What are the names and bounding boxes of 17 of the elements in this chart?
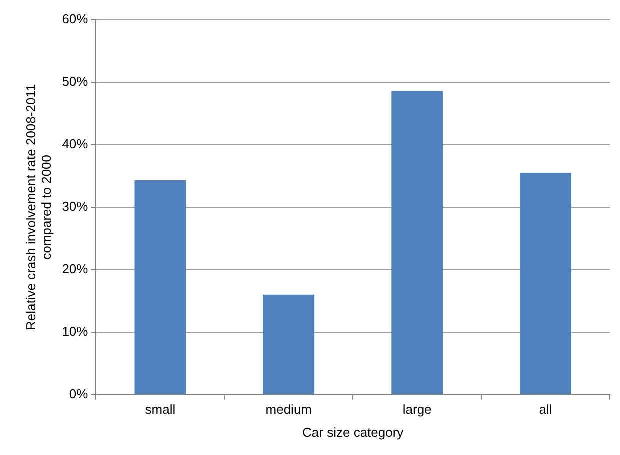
- bar: [134, 180, 186, 394]
- y-tick-label: 20%: [62, 261, 89, 276]
- y-tick-label: 30%: [62, 198, 89, 214]
- y-tick-label: 50%: [62, 74, 89, 90]
- x-tick-label: medium: [266, 402, 312, 418]
- bar: [520, 173, 572, 394]
- y-tick-label: 10%: [62, 324, 89, 339]
- y-tick-label: 0%: [69, 386, 89, 402]
- y-tick-label: 60%: [62, 12, 89, 27]
- bar: [392, 91, 444, 394]
- y-tick-label: 40%: [62, 136, 89, 152]
- x-tick-label: large: [402, 402, 432, 418]
- bar: [263, 294, 315, 394]
- x-tick-label: all: [539, 402, 552, 418]
- x-tick-label: small: [145, 402, 176, 418]
- x-axis-title: Car size category: [302, 424, 404, 440]
- y-axis-title: Relative crash involvement rate 2008-2011 compared to 2000: [23, 84, 54, 330]
